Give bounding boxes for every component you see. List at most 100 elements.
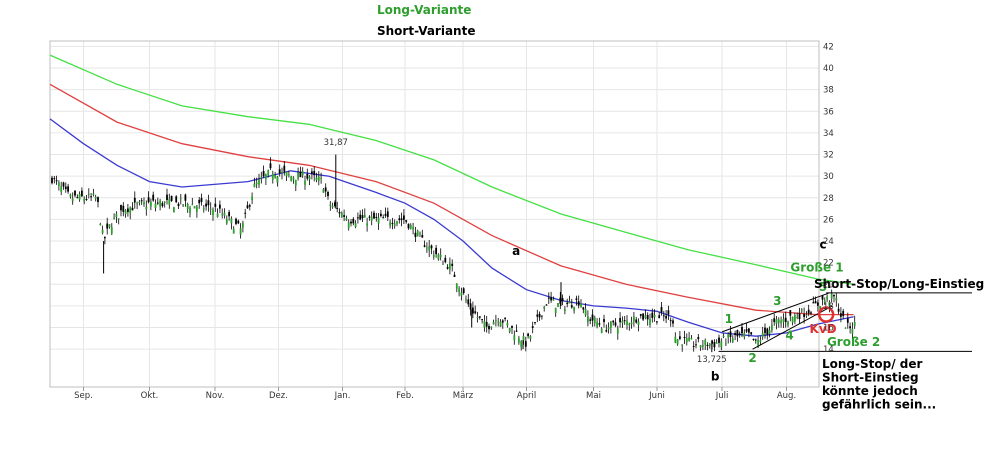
candle-body [439, 254, 442, 257]
candle-body [628, 323, 631, 326]
y-tick-label: 40 [823, 64, 834, 74]
value-label: 13,725 [697, 355, 727, 365]
candle-body [718, 337, 720, 343]
candle-body [557, 303, 559, 307]
candle-body [262, 171, 265, 177]
long-stop-note: gefährlich sein... [822, 398, 936, 412]
candle-body [311, 171, 313, 174]
candle-body [329, 204, 332, 207]
candle-body [736, 330, 739, 337]
candle-body [120, 204, 122, 211]
candle-body [851, 328, 854, 334]
short-variant-title: Short-Variante [377, 24, 476, 38]
candle-body [481, 319, 483, 321]
candle-body [60, 186, 63, 193]
candle-body [807, 309, 810, 314]
candle-body [833, 294, 835, 297]
candle-body [803, 314, 805, 318]
candle-body [196, 206, 198, 212]
candle-body [607, 327, 610, 330]
candle-body [87, 193, 90, 195]
candle-body [246, 205, 249, 209]
moving-average-line [49, 54, 854, 285]
candle-body [115, 213, 118, 218]
candle-body [697, 336, 700, 340]
y-tick-label: 28 [823, 194, 834, 204]
candle-body [104, 237, 106, 239]
candle-body [474, 311, 477, 314]
candle-body [800, 309, 803, 311]
candle-body [584, 309, 587, 316]
annotation-label: Große 1 [790, 260, 843, 274]
candle-body [605, 330, 608, 332]
candle-body [488, 325, 490, 330]
candle-body [271, 173, 274, 180]
candle-body [646, 314, 649, 320]
candle-body [209, 208, 212, 210]
candle-body [177, 203, 180, 207]
candle-body [653, 315, 656, 318]
candle-body [131, 207, 134, 211]
candle-body [292, 177, 295, 180]
candle-body [734, 333, 736, 335]
candle-body [819, 306, 822, 309]
candle-body [205, 203, 207, 207]
candle-body [232, 228, 235, 234]
long-stop-note: Long-Stop/ der [822, 357, 923, 371]
candle-body [469, 303, 472, 310]
candle-body [62, 182, 65, 187]
y-tick-label: 16 [823, 324, 834, 334]
candle-body [58, 182, 60, 186]
candle-body [317, 176, 320, 181]
candle-body [780, 320, 782, 324]
candle-body [513, 335, 516, 341]
candle-body [662, 315, 665, 317]
candle-body [660, 307, 663, 313]
annotation-label: Große 2 [827, 335, 880, 349]
candle-body [396, 221, 398, 224]
candle-body [71, 198, 74, 202]
value-label: 31,87 [324, 138, 348, 148]
candle-body [787, 321, 789, 326]
candle-body [846, 318, 849, 323]
candle-body [85, 198, 88, 200]
candle-body [702, 345, 704, 347]
candle-body [304, 180, 306, 185]
candle-body [568, 301, 571, 304]
candle-body [476, 316, 479, 318]
candle-body [239, 228, 242, 235]
candle-body [412, 226, 414, 230]
candle-body [538, 313, 541, 318]
candle-body [499, 321, 502, 327]
candle-body [409, 224, 412, 229]
channel-upper-line [721, 292, 830, 333]
candle-body [789, 310, 792, 316]
long-stop-note: Short-Einstieg [822, 371, 919, 385]
candle-body [161, 203, 164, 207]
candle-body [725, 343, 727, 345]
x-tick-label: Nov. [206, 391, 225, 401]
candle-body [313, 171, 316, 176]
candle-body [324, 187, 327, 192]
x-tick-label: Mai [586, 391, 601, 401]
candle-body [189, 207, 191, 214]
candle-body [731, 338, 734, 342]
candle-body [522, 336, 525, 341]
candle-body [695, 344, 697, 346]
candle-body [830, 293, 833, 299]
candle-body [536, 314, 539, 317]
candle-body [669, 320, 672, 322]
candle-body [501, 320, 504, 323]
candle-body [773, 318, 776, 323]
candle-body [108, 224, 111, 228]
candle-body [124, 210, 127, 215]
candle-body [288, 174, 290, 176]
candle-body [421, 234, 424, 238]
candle-body [334, 202, 336, 206]
x-tick-label: Sep. [74, 391, 93, 401]
candle-body [214, 203, 217, 207]
candle-body [53, 178, 56, 180]
candle-body [366, 223, 368, 226]
candle-body [221, 214, 224, 216]
